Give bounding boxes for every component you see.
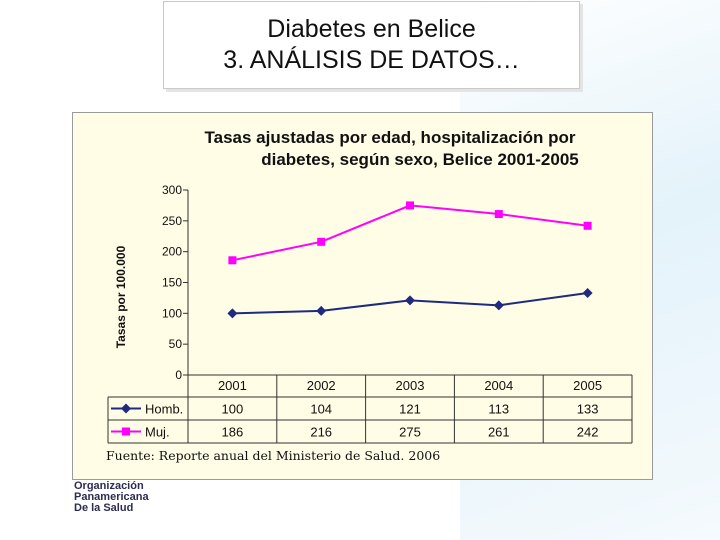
x-tick-label: 2004 <box>484 378 513 393</box>
data-label: 275 <box>399 425 421 440</box>
y-tick-label: 0 <box>175 368 182 382</box>
chart-title: Tasas ajustadas por edad, hospitalizació… <box>150 127 630 171</box>
data-point <box>406 201 414 210</box>
data-label: 104 <box>310 402 332 417</box>
chart-title-line-1: Tasas ajustadas por edad, hospitalizació… <box>204 128 576 147</box>
data-label: 113 <box>488 402 509 417</box>
x-tick-label: 2005 <box>573 378 602 393</box>
legend-marker-diamond <box>121 403 131 414</box>
chart-title-line-2: diabetes, según sexo, Belice 2001-2005 <box>261 150 579 169</box>
data-point <box>316 305 327 316</box>
legend-marker-square <box>122 427 130 436</box>
data-point <box>228 256 237 265</box>
y-tick-label: 250 <box>162 214 182 228</box>
legend-label: Muj. <box>145 425 170 440</box>
data-label: 242 <box>577 425 599 440</box>
data-point <box>227 308 238 319</box>
data-point <box>405 295 415 306</box>
data-label: 216 <box>310 425 332 440</box>
y-tick-label: 200 <box>162 245 182 259</box>
y-tick-label: 300 <box>162 183 182 197</box>
y-tick-label: 100 <box>162 306 182 320</box>
slide-title-line-1: Diabetes en Belice <box>267 15 476 43</box>
x-tick-label: 2002 <box>307 378 336 393</box>
data-point <box>493 300 504 311</box>
data-label: 100 <box>222 402 244 417</box>
slide-title-box: Diabetes en Belice 3. ANÁLISIS DE DATOS… <box>163 1 580 89</box>
data-point <box>583 221 592 230</box>
data-label: 261 <box>488 425 510 440</box>
logo-line-3: De la Salud <box>74 502 134 514</box>
logo-line-1: Organización <box>74 480 144 492</box>
x-tick-label: 2001 <box>218 378 247 393</box>
source-note: Fuente: Reporte anual del Ministerio de … <box>106 448 441 463</box>
series-line-muj <box>232 204 588 262</box>
y-tick-label: 50 <box>169 337 183 351</box>
data-label: 121 <box>399 402 421 417</box>
slide-title-line-2: 3. ANÁLISIS DE DATOS… <box>223 46 520 74</box>
legend-label: Homb. <box>145 402 183 417</box>
x-tick-label: 2003 <box>396 378 425 393</box>
data-label: 186 <box>222 425 244 440</box>
logo-line-2: Panamericana <box>74 491 149 503</box>
data-point <box>494 210 503 219</box>
data-label: 133 <box>577 402 599 417</box>
data-point <box>317 237 326 246</box>
y-tick-label: 150 <box>162 276 182 290</box>
data-point <box>582 287 593 298</box>
organization-logo: Organización Panamericana De la Salud <box>74 481 149 514</box>
chart-panel <box>72 112 653 480</box>
